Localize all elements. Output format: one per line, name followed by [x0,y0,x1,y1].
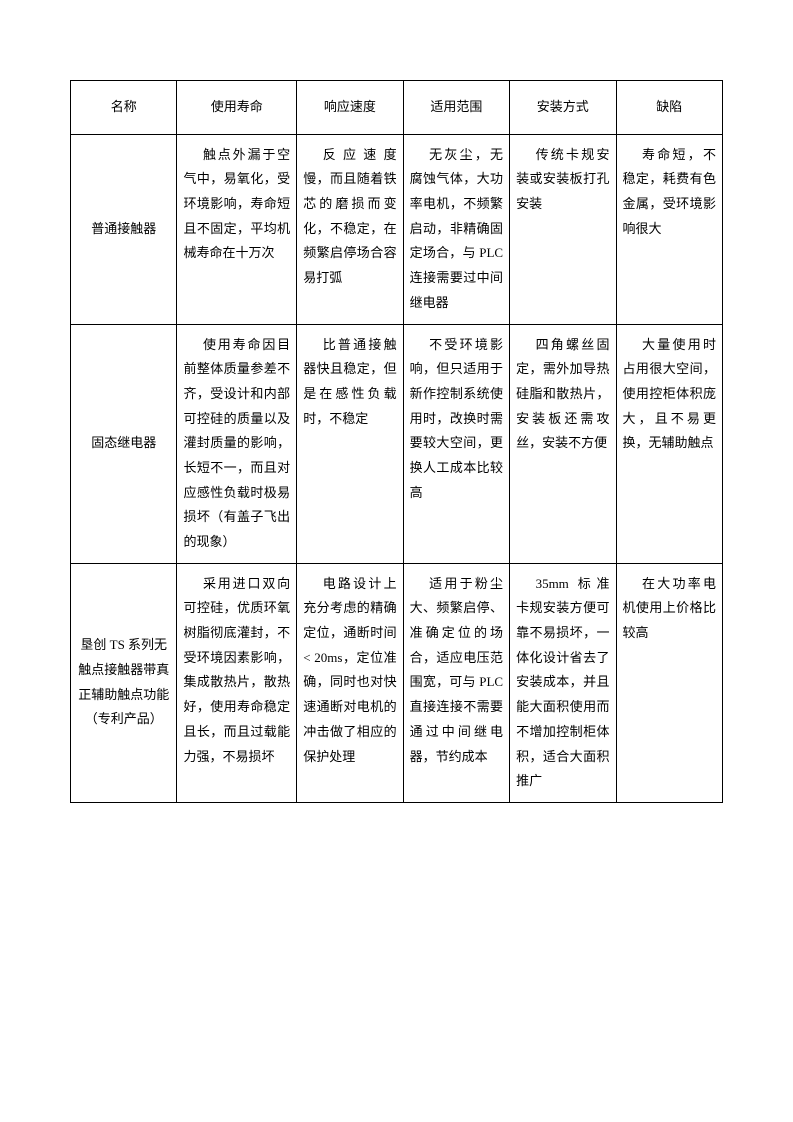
header-speed: 响应速度 [297,81,403,135]
cell-defect: 在大功率电机使用上价格比较高 [616,563,723,802]
cell-scope: 无灰尘，无腐蚀气体，大功率电机，不频繁启动，非精确固定场合，与 PLC 连接需要… [403,134,509,324]
table-row: 垦创 TS 系列无触点接触器带真正辅助触点功能 （专利产品）采用进口双向可控硅，… [71,563,723,802]
cell-life: 触点外漏于空气中，易氧化，受环境影响，寿命短且不固定，平均机械寿命在十万次 [177,134,297,324]
table-header-row: 名称 使用寿命 响应速度 适用范围 安装方式 缺陷 [71,81,723,135]
cell-scope: 不受环境影响，但只适用于新作控制系统使用时，改换时需要较大空间，更换人工成本比较… [403,324,509,563]
cell-speed: 电路设计上充分考虑的精确定位，通断时间 < 20ms，定位准确，同时也对快速通断… [297,563,403,802]
cell-life: 采用进口双向可控硅，优质环氧树脂彻底灌封，不受环境因素影响，集成散热片，散热好，… [177,563,297,802]
header-defect: 缺陷 [616,81,723,135]
cell-name: 固态继电器 [71,324,177,563]
header-install: 安装方式 [510,81,616,135]
cell-name: 普通接触器 [71,134,177,324]
cell-scope: 适用于粉尘大、频繁启停、准确定位的场合，适应电压范围宽，可与 PLC 直接连接不… [403,563,509,802]
table-row: 固态继电器使用寿命因目前整体质量参差不齐，受设计和内部可控硅的质量以及灌封质量的… [71,324,723,563]
header-life: 使用寿命 [177,81,297,135]
cell-life: 使用寿命因目前整体质量参差不齐，受设计和内部可控硅的质量以及灌封质量的影响，长短… [177,324,297,563]
comparison-table: 名称 使用寿命 响应速度 适用范围 安装方式 缺陷 普通接触器触点外漏于空气中，… [70,80,723,803]
table-body: 普通接触器触点外漏于空气中，易氧化，受环境影响，寿命短且不固定，平均机械寿命在十… [71,134,723,802]
cell-name: 垦创 TS 系列无触点接触器带真正辅助触点功能 （专利产品） [71,563,177,802]
cell-speed: 比普通接触器快且稳定，但是在感性负载时，不稳定 [297,324,403,563]
cell-defect: 大量使用时占用很大空间，使用控柜体积庞大，且不易更换，无辅助触点 [616,324,723,563]
cell-speed: 反应速度慢，而且随着铁芯的磨损而变化，不稳定，在频繁启停场合容易打弧 [297,134,403,324]
cell-install: 35mm 标准卡规安装方便可靠不易损坏，一体化设计省去了安装成本，并且能大面积使… [510,563,616,802]
table-row: 普通接触器触点外漏于空气中，易氧化，受环境影响，寿命短且不固定，平均机械寿命在十… [71,134,723,324]
header-name: 名称 [71,81,177,135]
cell-install: 传统卡规安装或安装板打孔安装 [510,134,616,324]
header-scope: 适用范围 [403,81,509,135]
cell-install: 四角螺丝固定，需外加导热硅脂和散热片，安装板还需攻丝，安装不方便 [510,324,616,563]
cell-defect: 寿命短，不稳定，耗费有色金属，受环境影响很大 [616,134,723,324]
